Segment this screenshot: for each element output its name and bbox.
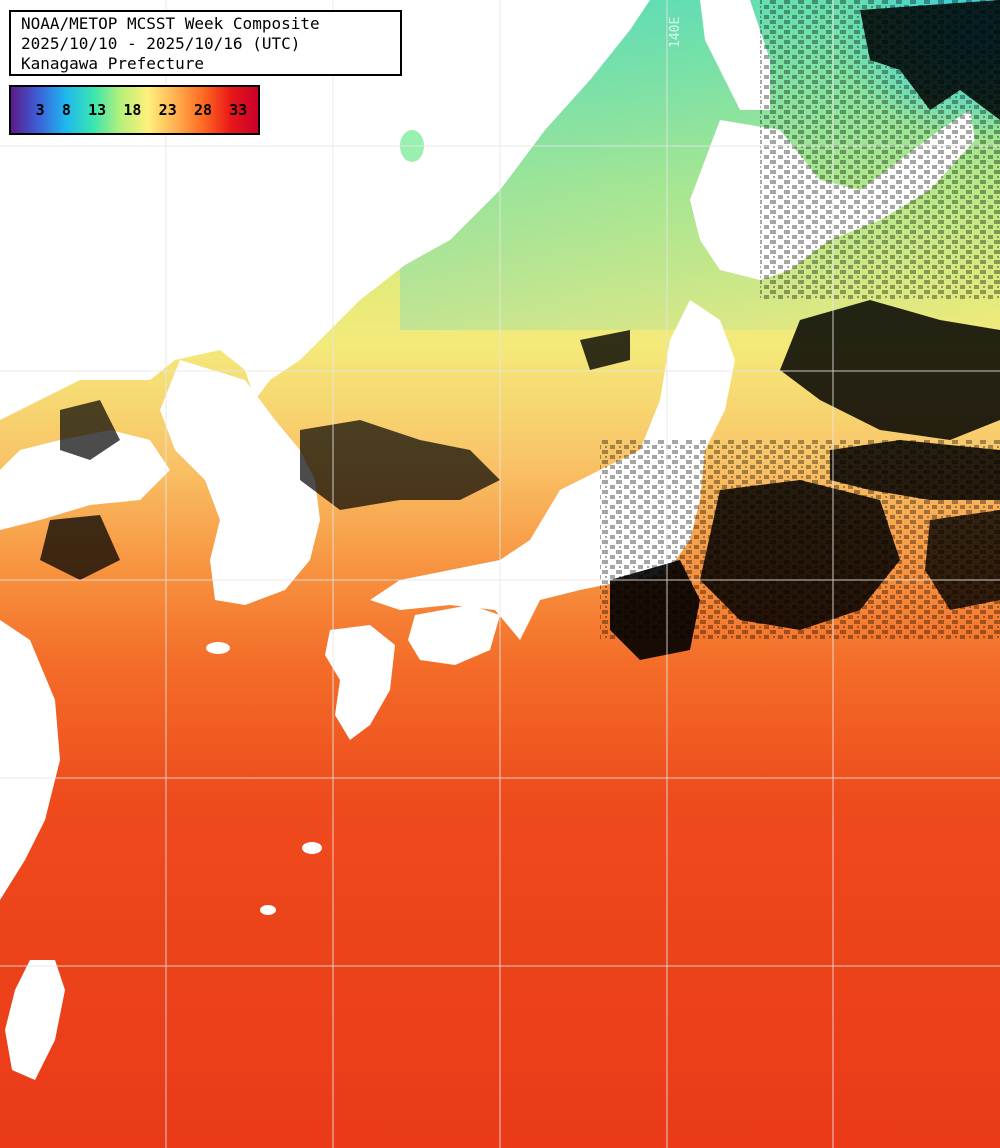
land-island-jeju bbox=[206, 642, 230, 654]
map-title: NOAA/METOP MCSST Week Composite bbox=[21, 14, 320, 33]
legend-tick: 13 bbox=[88, 101, 107, 119]
land-kyushu bbox=[325, 625, 395, 740]
land-island-okinawa bbox=[302, 842, 322, 854]
legend-tick: 18 bbox=[123, 101, 142, 119]
cloud-cover bbox=[40, 0, 1000, 660]
land-korea bbox=[160, 360, 320, 605]
legend-tick: 28 bbox=[193, 101, 213, 119]
legend-tick: 3 bbox=[35, 101, 45, 119]
map-region: Kanagawa Prefecture bbox=[21, 54, 205, 73]
land-shandong bbox=[0, 430, 170, 530]
land-sakhalin bbox=[700, 0, 770, 110]
legend-tick: 33 bbox=[229, 101, 248, 119]
legend-tick-labels: 3 8 13 18 23 28 33 bbox=[11, 87, 258, 133]
map-title-box: NOAA/METOP MCSST Week Composite 2025/10/… bbox=[9, 10, 402, 76]
temperature-legend: 3 8 13 18 23 28 33 bbox=[9, 85, 260, 135]
legend-tick: 8 bbox=[61, 101, 71, 119]
land-taiwan bbox=[5, 960, 65, 1080]
latitude-label-lower: 30N bbox=[14, 760, 38, 775]
land-island-ryukyu bbox=[260, 905, 276, 915]
map-date-range: 2025/10/10 - 2025/10/16 (UTC) bbox=[21, 34, 301, 53]
latitude-label-upper: 40N bbox=[14, 352, 38, 367]
legend-tick: 23 bbox=[158, 101, 177, 119]
land-shikoku bbox=[408, 605, 500, 665]
longitude-label-140e: 140E bbox=[668, 16, 683, 48]
land-china-coast bbox=[0, 620, 60, 900]
